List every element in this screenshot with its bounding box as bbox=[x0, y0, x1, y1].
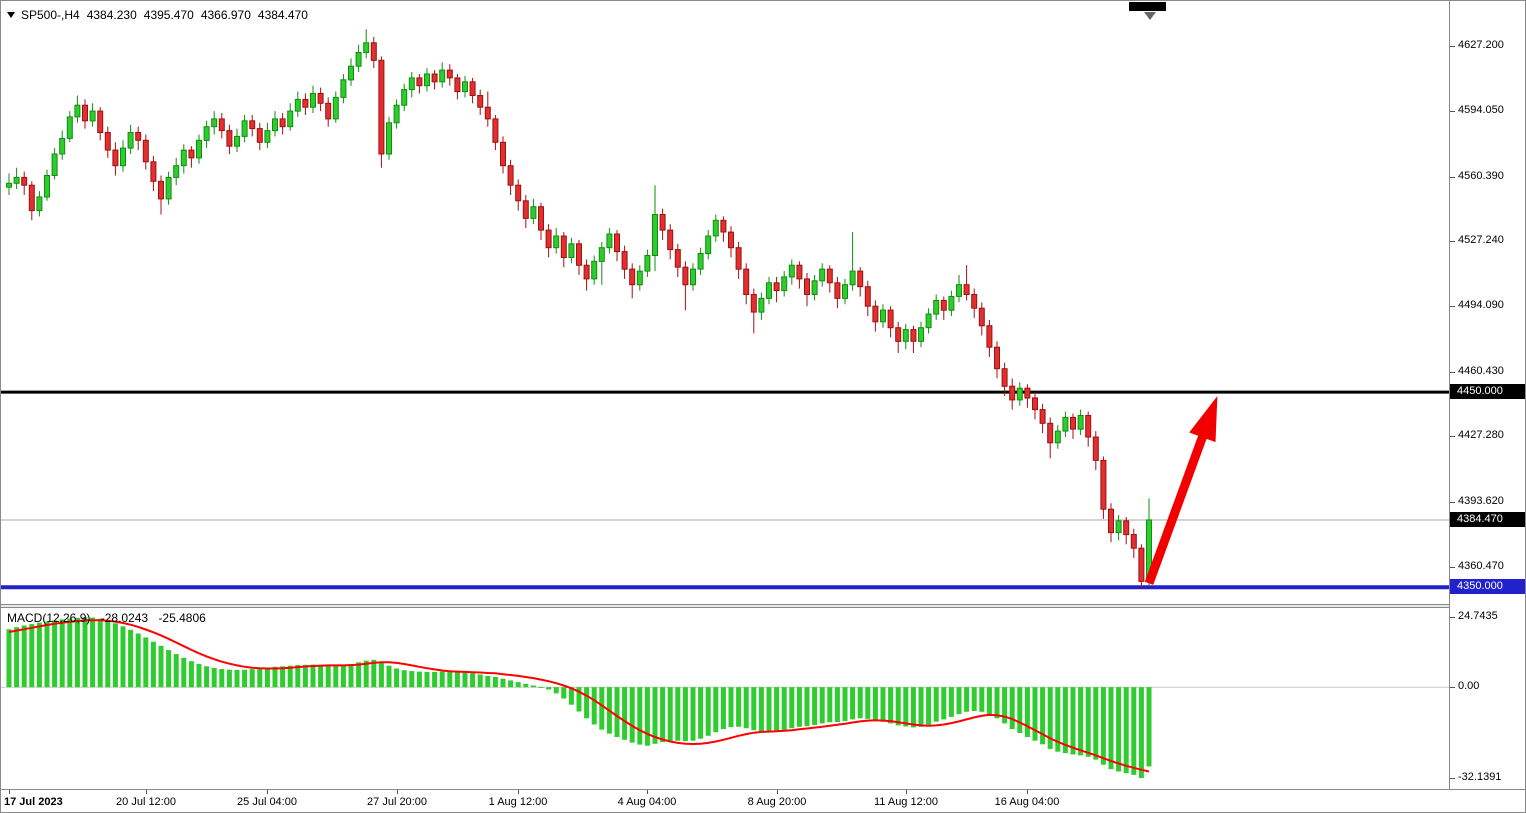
chart-shift-marker-icon[interactable] bbox=[1144, 12, 1156, 20]
macd-signal-value: -25.4806 bbox=[158, 611, 206, 625]
price-axis-tick bbox=[1450, 111, 1455, 112]
time-axis-label: 27 Jul 20:00 bbox=[367, 796, 427, 808]
chart-title: SP500-,H4 4384.230 4395.470 4366.970 438… bbox=[7, 8, 315, 22]
time-axis-tick bbox=[397, 790, 398, 794]
time-axis-tick bbox=[906, 790, 907, 794]
price-axis-label: 4527.240 bbox=[1458, 234, 1504, 246]
macd-axis-label: 0.00 bbox=[1458, 680, 1480, 692]
macd-name-label: MACD(12,26,9) bbox=[7, 611, 91, 625]
price-axis-tick bbox=[1450, 372, 1455, 373]
price-axis-label: 4427.280 bbox=[1458, 429, 1504, 441]
time-axis-tick bbox=[1027, 790, 1028, 794]
macd-indicator-canvas[interactable] bbox=[1, 608, 1449, 789]
macd-main-value: -28.0243 bbox=[100, 611, 149, 625]
time-axis-label: 25 Jul 04:00 bbox=[237, 796, 297, 808]
price-axis-tick bbox=[1450, 46, 1455, 47]
price-axis-label: 4627.200 bbox=[1458, 39, 1504, 51]
time-axis-label: 1 Aug 12:00 bbox=[488, 796, 548, 808]
ohlc-open: 4384.230 bbox=[86, 8, 137, 22]
time-axis-tick bbox=[518, 790, 519, 794]
time-axis-tick bbox=[9, 790, 10, 794]
price-axis-label: 4494.090 bbox=[1458, 299, 1504, 311]
symbol-period-label: SP500-,H4 bbox=[21, 8, 80, 22]
pane-separator[interactable] bbox=[1, 604, 1450, 608]
time-scale[interactable]: 17 Jul 2023 20 Jul 12:00 25 Jul 04:00 27 Ju… bbox=[1, 789, 1525, 812]
macd-axis-label: -32.1391 bbox=[1458, 771, 1502, 783]
macd-axis-label: 24.7435 bbox=[1458, 610, 1498, 622]
macd-title: MACD(12,26,9) -28.0243 -25.4806 bbox=[7, 611, 213, 625]
price-axis-label: 4594.050 bbox=[1458, 104, 1504, 116]
ohlc-close: 4384.470 bbox=[257, 8, 308, 22]
price-axis-label: 4360.470 bbox=[1458, 560, 1504, 572]
time-axis-tick bbox=[647, 790, 648, 794]
time-axis-label: 16 Aug 04:00 bbox=[994, 796, 1060, 808]
macd-axis-tick bbox=[1450, 617, 1455, 618]
price-axis-tick bbox=[1450, 567, 1455, 568]
time-axis-label: 11 Aug 12:00 bbox=[873, 796, 939, 808]
price-axis-tick bbox=[1450, 177, 1455, 178]
time-axis-label: 8 Aug 20:00 bbox=[747, 796, 807, 808]
time-axis-tick bbox=[146, 790, 147, 794]
macd-axis-tick bbox=[1450, 778, 1455, 779]
macd-axis-tick bbox=[1450, 687, 1455, 688]
price-badge-4350-000: 4350.000 bbox=[1450, 579, 1525, 594]
price-badge-4384-470: 4384.470 bbox=[1450, 512, 1525, 527]
price-axis-tick bbox=[1450, 502, 1455, 503]
trend-arrow[interactable] bbox=[1144, 396, 1218, 585]
time-axis-tick bbox=[777, 790, 778, 794]
time-axis-label: 17 Jul 2023 bbox=[4, 796, 63, 808]
price-axis-label: 4460.430 bbox=[1458, 365, 1504, 377]
ohlc-low: 4366.970 bbox=[200, 8, 251, 22]
price-axis-tick bbox=[1450, 306, 1455, 307]
price-badge-4450-000: 4450.000 bbox=[1450, 384, 1525, 399]
chart-shift-bar bbox=[1129, 2, 1166, 11]
ohlc-high: 4395.470 bbox=[143, 8, 194, 22]
time-axis-tick bbox=[267, 790, 268, 794]
price-axis-tick bbox=[1450, 436, 1455, 437]
candles-series bbox=[6, 29, 1152, 590]
price-scale[interactable]: 4627.200 4594.050 4560.390 4527.240 4494.090… bbox=[1449, 1, 1525, 789]
macd-histogram bbox=[6, 617, 1152, 778]
time-axis-label: 4 Aug 04:00 bbox=[617, 796, 677, 808]
macd-signal-line bbox=[8, 619, 1150, 773]
time-axis-label: 20 Jul 12:00 bbox=[116, 796, 176, 808]
price-axis-tick bbox=[1450, 241, 1455, 242]
price-chart-canvas[interactable] bbox=[1, 1, 1449, 604]
price-axis-label: 4393.620 bbox=[1458, 495, 1504, 507]
price-axis-label: 4560.390 bbox=[1458, 170, 1504, 182]
symbol-marker-icon bbox=[7, 12, 15, 18]
